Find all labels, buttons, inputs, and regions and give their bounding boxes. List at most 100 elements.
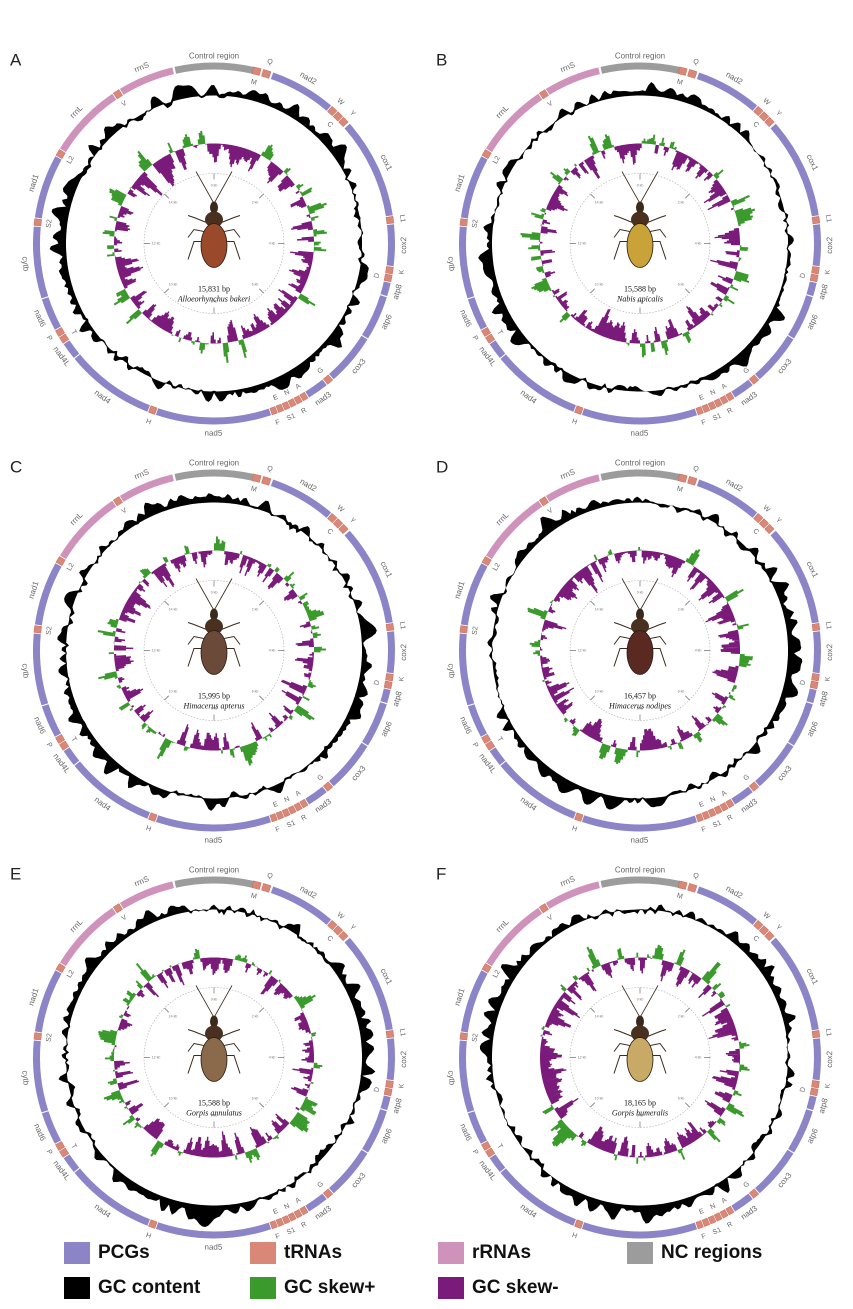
legend-item-trnas: tRNAs [250,1242,342,1264]
legend-label-trnas: tRNAs [284,1242,343,1263]
gene-label-n: N [283,389,291,398]
scale-tick-label: 8 kb [637,706,644,710]
scale-tick [259,695,264,701]
legend-swatch-nc-regions [627,1242,653,1264]
gene-segment-atp6 [788,295,813,339]
insect-antenna-right [639,171,659,204]
gene-label-nad2: nad2 [298,477,318,494]
scale-tick-label: 0 kb [211,183,218,187]
gene-segment-d [383,273,393,283]
gene-segment-a [725,798,735,809]
genome-size-label: 15,995 bp [198,692,230,701]
gene-label-q: Q [266,872,274,880]
gene-segment-c [758,111,770,122]
gene-label-atp6: atp6 [379,720,394,738]
gene-label-k: K [824,676,832,682]
scale-tick-label: 2 kb [678,1014,685,1018]
gene-label-r: R [726,814,734,823]
gene-label-atp8: atp8 [391,283,404,301]
gene-segment-nad4l [489,1154,506,1172]
gene-segment-cox1 [344,123,393,217]
gene-segment-v [538,496,549,507]
legend-swatch-gc-content [64,1277,90,1299]
gene-segment-rrnl [59,907,117,967]
gene-label-s2: S2 [46,219,54,228]
gene-label-s1: S1 [712,413,723,423]
scale-tick-label: 10 kb [595,689,604,693]
scale-tick-label: 0 kb [637,997,644,1001]
gene-label-k: K [398,676,406,682]
gene-segment-s1 [281,401,291,411]
gene-segment-cytb [32,226,49,299]
gene-segment-nad4 [500,354,576,412]
gene-label-a: A [720,1197,728,1206]
gene-segment-f [695,1220,704,1230]
insect-abdomen [200,1037,228,1082]
gene-label-e: E [698,801,705,809]
gene-label-w: W [761,504,771,514]
gene-segment-g [748,1188,760,1199]
gene-label-l1: L1 [824,1028,832,1037]
gene-segment-cox3 [755,742,794,787]
panel-b: B 0 kb 2 kb 4 kb 6 kb 8 kb 10 kb 12 kb 14 kb 15,5… [436,51,834,438]
gene-segment-nad1 [34,563,62,626]
gene-segment-n [287,1212,297,1222]
scale-ring: 0 kb 2 kb 4 kb 6 kb 8 kb 10 kb 12 kb 14 kb [143,173,285,314]
gene-segment-cox1 [770,123,819,217]
scale-tick-label: 6 kb [678,1096,685,1100]
panel-f: F 0 kb 2 kb 4 kb 6 kb 8 kb 10 kb 12 kb 14 kb 18,1… [436,865,834,1252]
gene-label-control-region: Control region [615,459,665,468]
gene-label-nad6: nad6 [458,308,474,328]
gene-segment-h [148,405,158,415]
scale-tick-label: 6 kb [678,689,685,693]
legend-item-rrnas: rRNAs [438,1242,531,1264]
scale-tick-label: 6 kb [252,689,259,693]
insect-head [636,1015,644,1028]
gene-label-m: M [250,486,258,494]
gene-label-q: Q [692,465,700,473]
gene-segment-q [261,883,272,893]
gene-segment-m [677,880,688,890]
gene-segment-c [332,925,344,936]
gene-segment-h [148,812,158,822]
gene-label-q: Q [692,872,700,880]
gene-label-cytb: cytb [20,663,31,679]
gene-label-l2: L2 [492,562,502,572]
scale-tick [685,1007,690,1013]
gene-segment-rrns [119,474,174,502]
gene-segment-nad3 [305,379,327,398]
gene-label-c: C [325,121,334,130]
gene-segment-c [758,925,770,936]
insect-head [636,608,644,621]
gene-segment-q [687,883,698,893]
gene-segment-cytb [32,1040,49,1113]
legend-item-gc-content: GC content [64,1277,200,1299]
scale-tick-label: 2 kb [678,607,685,611]
gene-label-y: Y [774,517,783,525]
gene-label-nad5: nad5 [630,429,648,438]
gene-segment-nad6 [467,297,487,330]
gene-segment-s2 [459,1032,468,1041]
gene-segment-k [811,673,820,682]
gene-segment-rrns [545,474,600,502]
gene-label-nad2: nad2 [724,884,744,901]
gene-label-e: E [698,394,705,402]
gene-segment-atp6 [362,1109,387,1153]
insect-abdomen [200,630,228,675]
gene-segment-atp6 [788,702,813,746]
gene-segment-g [322,1188,334,1199]
gene-segment-m [251,880,262,890]
gene-label-nad2: nad2 [298,884,318,901]
gene-label-f: F [701,419,707,427]
gene-segment-cox3 [329,1149,368,1194]
gene-segment-l1 [385,623,395,632]
insect-head [636,201,644,214]
legend-swatch-gc-skew-pos [250,1277,276,1299]
gene-segment-rrnl [59,93,117,153]
gene-segment-q [261,69,272,79]
gene-segment-nad6 [41,704,61,737]
gene-segment-control-region [600,469,680,481]
panel-letter: E [10,865,21,884]
